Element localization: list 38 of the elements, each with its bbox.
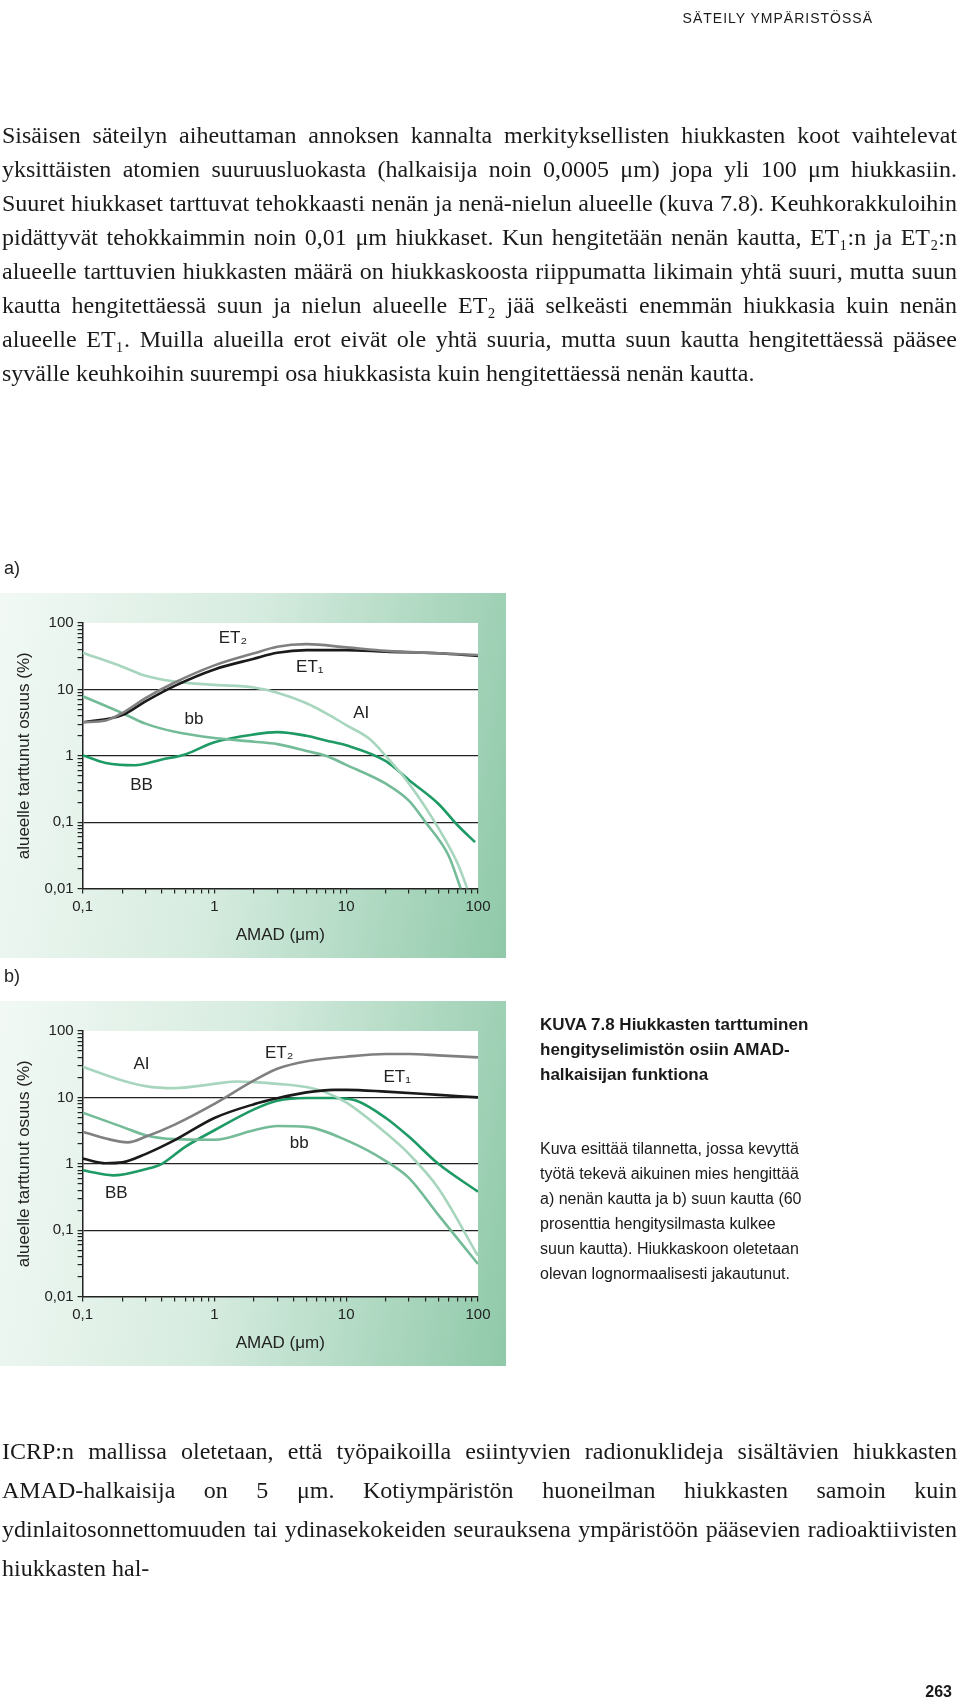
series-label: bb	[289, 1133, 309, 1153]
y-tick-label: 100	[48, 1021, 74, 1039]
x-tick-label: 10	[337, 896, 355, 914]
y-tick-label: 1	[65, 1153, 74, 1171]
text: Kuva esittää tilannetta, jossa kevyttä työtä tekevä aikuinen mies hengittää a) nenän kautta ja b) suun kautta (60 prosenttia hengitysilmasta kulkee suun kautta). Hiukkaskoon oletetaan olevan lognormaalisesti jakautunut.	[540, 1139, 803, 1284]
x-tick-label: 100	[465, 896, 491, 914]
x-tick-label: 1	[210, 896, 219, 914]
x-axis-title: AMAD (μm)	[235, 925, 325, 945]
y-tick-label: 100	[48, 613, 74, 631]
x-tick-label: 1	[210, 1304, 219, 1322]
y-tick-label: 0,1	[52, 812, 74, 830]
series-label: ET₁	[296, 656, 324, 676]
y-tick-label: 10	[56, 1087, 74, 1105]
y-axis-title: alueelle tarttunut osuus (%)	[13, 652, 33, 860]
series-label: ET₂	[264, 1043, 294, 1063]
series-label: ET₂	[218, 628, 247, 648]
series-label: AI	[353, 702, 370, 722]
series-label: BB	[130, 774, 153, 794]
text: KUVA 7.8 Hiukkasten tarttuminen hengityselimistön osiin AMAD-halkaisijan funktiona	[540, 1014, 810, 1086]
chart-title: a)	[4, 558, 21, 579]
y-tick-label: 0,01	[44, 1286, 74, 1304]
text: ICRP:n mallissa oletetaan, että työpaikoilla esiintyvien radionuklideja sisältävien hiukkasten AMAD-halkaisija on 5 μm. Kotiympäristön huoneilman hiukkasten samoin kuin ydinlaitosonnettomuuden tai ydinasekokeiden seurauksena ympäristöön pääsevien radioaktiivisten hiukkasten hal-	[2, 1437, 957, 1583]
x-tick-label: 10	[337, 1304, 355, 1322]
x-axis-title: AMAD (μm)	[235, 1333, 325, 1353]
series-label: BB	[104, 1182, 128, 1202]
chart-title: b)	[4, 966, 21, 987]
y-tick-label: 1	[65, 745, 74, 763]
text: Sisäisen säteilyn aiheuttaman annoksen kannalta merkityksellisten hiukkasten koot vaihtelevat yksittäisten atomien suuruusluokasta (halkaisija noin 0,0005 μm) jopa yli 100 μm hiukkasiin. Suuret hiukkaset tarttuvat tehokkaasti nenän ja nenä-nielun alueelle (kuva 7.8). Keuhkorakkuloihin pidättyvät tehokkaimmin noin 0,01 μm hiukkaset. Kun hengitetään nenän kautta, ET₁:n ja ET₂:n alueelle tarttuvien hiukkasten määrä on hiukkaskoosta riippumatta likimain yhtä suuri, mutta suun kautta hengitettäessä suun ja nielun alueelle ET₂ jää selkeästi enemmän hiukkasia kuin nenän alueelle ET₁. Muilla alueilla erot eivät ole yhtä suuria, mutta suun kautta hengitettäessä pääsee syvälle keuhkoihin suurempi osa hiukkasista kuin hengitettäessä nenän kautta.	[2, 121, 957, 388]
text: 263	[924, 1682, 952, 1702]
series-label: bb	[184, 708, 204, 728]
y-tick-label: 0,01	[44, 878, 74, 896]
y-tick-label: 0,1	[52, 1220, 74, 1238]
series-label: AI	[133, 1054, 150, 1074]
y-axis-title: alueelle tarttunut osuus (%)	[13, 1060, 33, 1268]
text: SÄTEILY YMPÄRISTÖSSÄ	[681, 9, 873, 28]
x-tick-label: 100	[465, 1304, 491, 1322]
y-tick-label: 10	[56, 679, 74, 697]
series-label: ET₁	[383, 1067, 412, 1087]
